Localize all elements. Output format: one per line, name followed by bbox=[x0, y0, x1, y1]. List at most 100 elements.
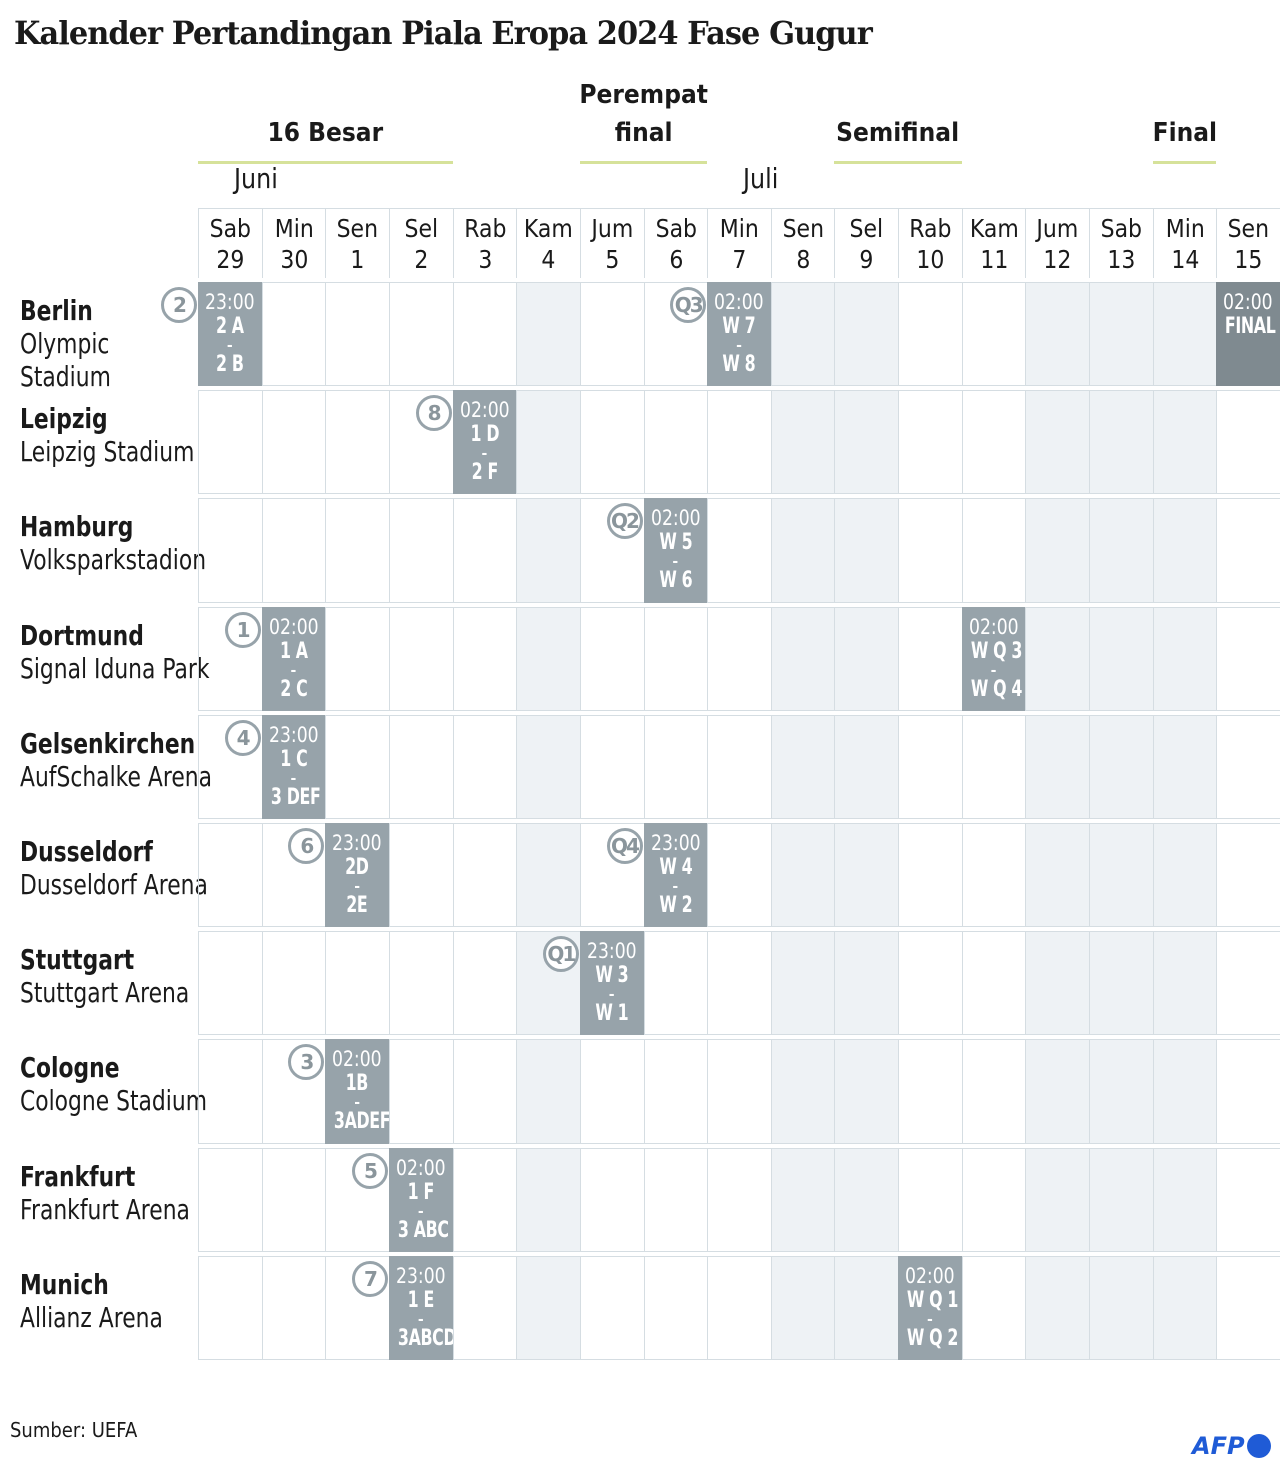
day-dow: Kam bbox=[969, 214, 1019, 243]
versus-dash: - bbox=[290, 770, 297, 787]
day-cell bbox=[770, 714, 835, 819]
day-cell bbox=[1089, 1147, 1153, 1252]
day-cell bbox=[516, 1147, 580, 1252]
day-cell bbox=[1025, 1147, 1090, 1252]
venue-label: Frankfurt Frankfurt Arena bbox=[20, 1160, 190, 1226]
day-cell bbox=[834, 282, 899, 387]
day-cell bbox=[1216, 390, 1280, 495]
day-cell bbox=[1152, 282, 1217, 387]
day-cell bbox=[261, 1039, 326, 1144]
match-number-badge: 1 bbox=[224, 611, 261, 648]
match-block[interactable]: 02:00 W 5-W 6 bbox=[643, 498, 708, 603]
day-cell bbox=[388, 1039, 453, 1144]
month-label: Juli bbox=[743, 162, 779, 195]
day-header: Kam 11 bbox=[961, 208, 1026, 278]
day-dow: Sen bbox=[1227, 214, 1270, 243]
match-time: 02:00 bbox=[714, 290, 764, 314]
match-block[interactable]: 02:00 1B -3ADEF bbox=[325, 1039, 389, 1144]
day-cell bbox=[516, 714, 580, 819]
match-number-badge: 3 bbox=[288, 1044, 325, 1081]
day-cell bbox=[898, 390, 962, 495]
team-2: 2E bbox=[346, 893, 368, 918]
day-cell bbox=[898, 1039, 962, 1144]
logo-text: AFP bbox=[1192, 1432, 1245, 1460]
day-dow: Sen bbox=[336, 214, 379, 243]
match-block[interactable]: 23:00 2D -2E bbox=[325, 823, 389, 928]
day-num: 15 bbox=[1234, 245, 1263, 274]
stadium-name: Allianz Arena bbox=[20, 1300, 163, 1334]
stadium-name: Olympic Stadium bbox=[20, 327, 111, 393]
match-block[interactable]: 23:00 1 C-3 DEF bbox=[261, 714, 326, 819]
match-number-badge: 4 bbox=[224, 719, 261, 756]
versus-dash: - bbox=[481, 446, 488, 463]
match-block[interactable]: 02:00 W Q 1-W Q 2 bbox=[898, 1255, 962, 1360]
day-cell bbox=[198, 390, 262, 495]
day-cell bbox=[198, 1147, 262, 1252]
day-cell bbox=[579, 390, 644, 495]
team-2: W 2 bbox=[658, 893, 692, 918]
day-cell bbox=[452, 606, 517, 711]
day-cell bbox=[707, 1255, 771, 1360]
day-cell bbox=[834, 390, 899, 495]
day-cell bbox=[770, 282, 835, 387]
day-cell bbox=[1089, 714, 1153, 819]
stadium-name: Cologne Stadium bbox=[20, 1084, 207, 1118]
day-cell bbox=[198, 714, 262, 819]
day-cell bbox=[898, 931, 962, 1036]
day-cell bbox=[1152, 1039, 1217, 1144]
venue-label: Gelsenkirchen AufSchalke Arena bbox=[20, 727, 212, 793]
match-block[interactable]: 02:00 1 F-3 ABC bbox=[388, 1147, 453, 1252]
day-cell bbox=[261, 931, 326, 1036]
day-cell bbox=[579, 823, 644, 928]
team-2: 2 B bbox=[216, 352, 244, 377]
match-number-badge: 6 bbox=[288, 828, 325, 864]
day-cell bbox=[1216, 823, 1280, 928]
day-num: 14 bbox=[1171, 245, 1200, 274]
match-time: 23:00 bbox=[268, 722, 319, 747]
city-name: Hamburg bbox=[20, 510, 134, 544]
match-block[interactable]: 23:00 2 A-2 B bbox=[198, 282, 262, 387]
day-cell bbox=[961, 282, 1026, 387]
day-cell bbox=[579, 1147, 644, 1252]
day-cell bbox=[834, 606, 899, 711]
day-cell bbox=[1089, 1039, 1153, 1144]
match-block[interactable]: 02:00 W 7-W 8 bbox=[707, 282, 771, 387]
day-cell bbox=[1089, 931, 1153, 1036]
day-cell bbox=[898, 714, 962, 819]
day-cell bbox=[388, 606, 453, 711]
match-block[interactable]: 23:00 1 E -3ABCD bbox=[388, 1255, 453, 1360]
match-block[interactable]: 02:00 FINAL bbox=[1216, 282, 1280, 387]
match-block[interactable]: 02:00 1 D-2 F bbox=[452, 390, 517, 495]
versus-dash: - bbox=[672, 879, 679, 895]
versus-dash: - bbox=[736, 338, 742, 354]
day-cell bbox=[452, 1147, 517, 1252]
day-cell bbox=[1089, 282, 1153, 387]
day-cell bbox=[516, 390, 580, 495]
day-cell bbox=[579, 498, 644, 603]
day-dow: Min bbox=[1165, 214, 1205, 243]
match-time: 23:00 bbox=[332, 831, 382, 855]
day-cell bbox=[643, 282, 708, 387]
day-cell bbox=[261, 282, 326, 387]
day-cell bbox=[707, 931, 771, 1036]
day-header: Jum 12 bbox=[1025, 208, 1090, 278]
match-block[interactable]: 23:00 W 3-W 1 bbox=[579, 931, 644, 1036]
match-time: 02:00 bbox=[1223, 290, 1273, 314]
day-cell bbox=[198, 498, 262, 603]
match-block[interactable]: 02:00 W Q 3-W Q 4 bbox=[961, 606, 1026, 711]
day-cell bbox=[770, 1039, 835, 1144]
match-block[interactable]: 23:00 W 4-W 2 bbox=[643, 823, 708, 928]
day-cell bbox=[961, 1147, 1026, 1252]
match-block[interactable]: 02:00 1 A-2 C bbox=[261, 606, 326, 711]
day-cell bbox=[261, 823, 326, 928]
match-number-badge: Q4 bbox=[606, 828, 643, 864]
day-cell bbox=[1216, 931, 1280, 1036]
day-cell bbox=[516, 1255, 580, 1360]
day-header: Sen 15 bbox=[1216, 208, 1280, 278]
day-header: Jum 5 bbox=[579, 208, 644, 278]
versus-dash: - bbox=[672, 554, 679, 571]
day-cell bbox=[707, 1147, 771, 1252]
page-title: Kalender Pertandingan Piala Eropa 2024 F… bbox=[14, 14, 873, 52]
team-2: W 8 bbox=[722, 352, 756, 377]
day-cell bbox=[452, 498, 517, 603]
